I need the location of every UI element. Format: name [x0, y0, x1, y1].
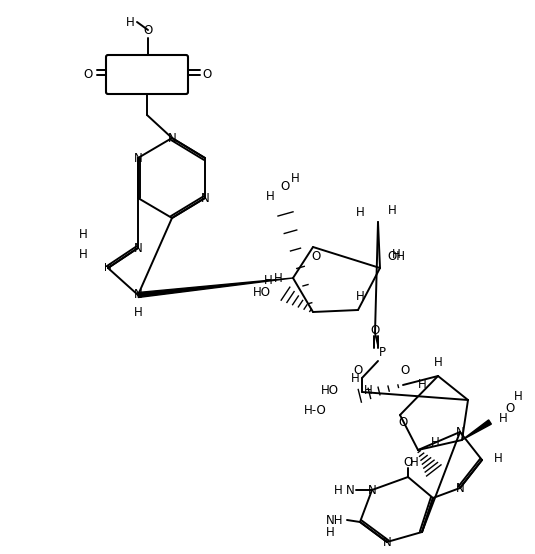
Polygon shape: [462, 420, 491, 440]
FancyBboxPatch shape: [106, 55, 188, 94]
Text: H: H: [291, 172, 300, 184]
Text: H: H: [326, 526, 334, 540]
Text: N: N: [167, 131, 177, 145]
Text: N: N: [134, 151, 142, 165]
Text: H: H: [334, 484, 342, 496]
Text: H: H: [104, 263, 112, 273]
Text: H: H: [410, 455, 418, 469]
Text: O: O: [280, 181, 289, 193]
Text: O: O: [354, 363, 363, 377]
Text: P: P: [378, 346, 386, 360]
Text: N: N: [383, 536, 392, 548]
Text: H: H: [364, 383, 372, 397]
Text: H: H: [126, 16, 134, 28]
Text: O: O: [83, 68, 93, 80]
Text: HO: HO: [253, 285, 271, 299]
Text: H: H: [494, 452, 502, 464]
Text: HO: HO: [321, 383, 339, 397]
Text: H: H: [265, 189, 274, 203]
Text: H: H: [273, 271, 282, 285]
Text: H: H: [264, 274, 272, 286]
Text: H: H: [356, 290, 364, 302]
Text: N: N: [346, 484, 354, 496]
Text: H: H: [431, 435, 439, 449]
Text: H: H: [418, 378, 426, 392]
Text: H: H: [350, 372, 360, 384]
Text: Ads: Ads: [136, 69, 158, 81]
Text: N: N: [134, 242, 142, 254]
Text: H-O: H-O: [304, 403, 326, 417]
Text: H: H: [434, 357, 442, 370]
Text: N: N: [201, 192, 209, 204]
Text: H: H: [79, 228, 87, 242]
Text: H: H: [514, 391, 522, 403]
Text: H: H: [388, 203, 396, 217]
Text: O: O: [202, 68, 212, 80]
Text: O: O: [506, 402, 515, 414]
Text: N: N: [456, 481, 464, 495]
Text: O: O: [400, 363, 410, 377]
Text: O: O: [403, 456, 412, 469]
Text: NH: NH: [326, 514, 344, 526]
Polygon shape: [137, 278, 293, 297]
Text: H: H: [392, 249, 400, 261]
Text: H: H: [79, 249, 87, 261]
Text: O: O: [399, 416, 408, 428]
Text: O: O: [370, 324, 380, 336]
Text: N: N: [134, 289, 142, 301]
Text: H: H: [134, 305, 142, 319]
Text: N: N: [456, 425, 464, 439]
Text: H: H: [499, 412, 507, 424]
Text: O: O: [311, 249, 320, 263]
Text: H: H: [356, 206, 364, 218]
Text: O: O: [143, 23, 152, 37]
Text: OH: OH: [387, 249, 405, 263]
Text: N: N: [368, 484, 377, 496]
